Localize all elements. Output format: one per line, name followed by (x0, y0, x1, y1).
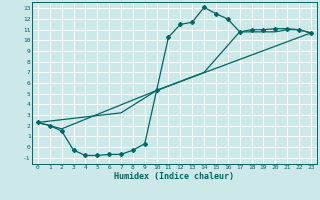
X-axis label: Humidex (Indice chaleur): Humidex (Indice chaleur) (115, 172, 234, 181)
